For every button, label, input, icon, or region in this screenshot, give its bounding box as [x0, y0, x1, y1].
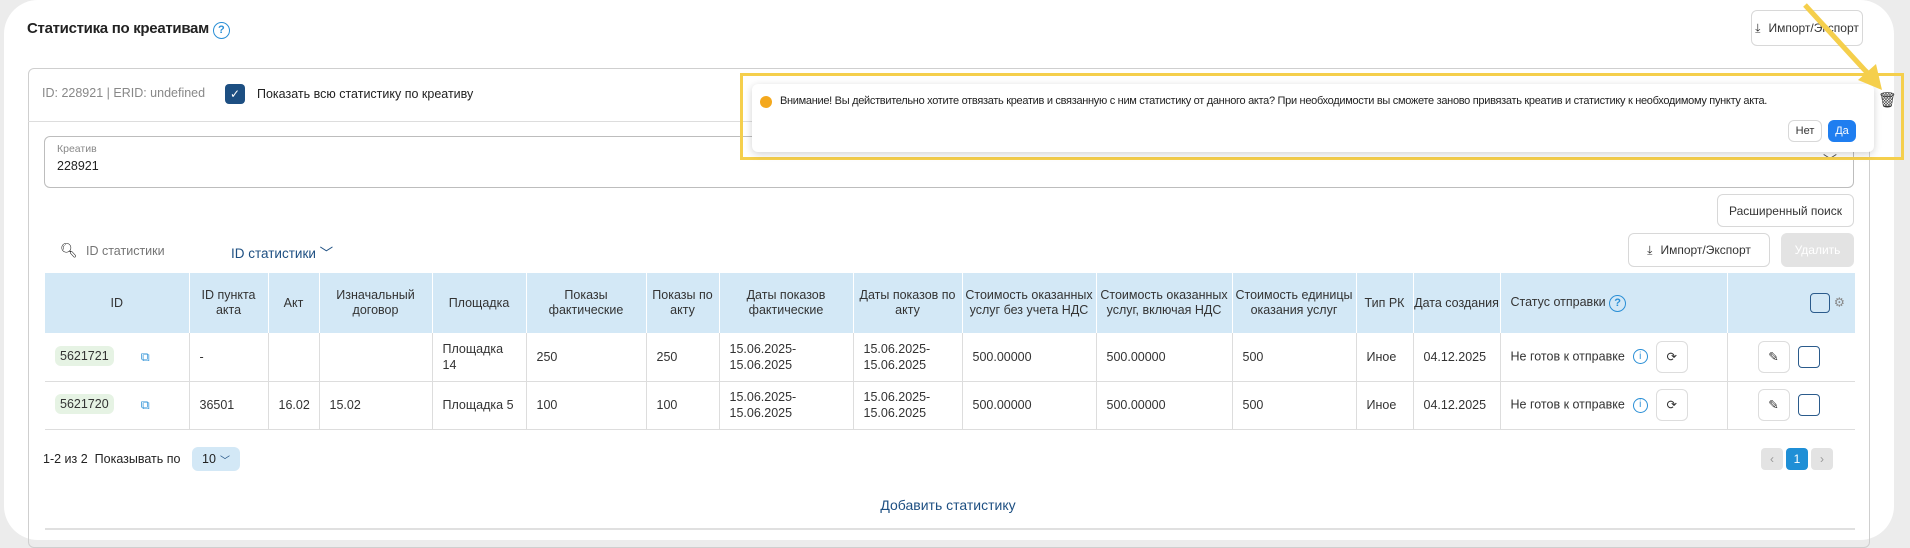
- send-status: Не готов к отправке: [1510, 397, 1625, 412]
- refresh-button[interactable]: ⟳: [1655, 340, 1688, 373]
- table-row: 5621720 ⧉ 36501 16.02 15.02 Площадка 5 100 100…: [45, 381, 1855, 430]
- per-page-select[interactable]: 10 ﹀: [192, 447, 240, 471]
- page-title: Статистика по креативам ?: [27, 20, 230, 39]
- search-icon: 🔍︎: [60, 242, 78, 258]
- cell-dates_act: 15.06.2025-15.06.2025: [863, 390, 931, 420]
- gear-icon[interactable]: ⚙: [1833, 295, 1845, 310]
- chevron-down-icon: ﹀: [219, 455, 230, 467]
- table-header: ID ID пункта акта Акт Изначальный договор Пл…: [45, 273, 1855, 333]
- edit-button[interactable]: ✎: [1757, 389, 1790, 421]
- cell-dates_fact: 15.06.2025-15.06.2025: [729, 390, 797, 420]
- no-button[interactable]: Нет: [1788, 120, 1822, 142]
- import-export-button-top[interactable]: ⤓ Импорт/Экспорт: [1751, 10, 1863, 46]
- info-icon[interactable]: i: [1632, 397, 1648, 413]
- stat-id: 5621720: [55, 394, 114, 415]
- info-icon[interactable]: i: [1632, 349, 1648, 365]
- send-status: Не готов к отправке: [1510, 349, 1625, 364]
- delete-button[interactable]: Удалить: [1781, 233, 1854, 267]
- cell-unit_cost: 500: [1242, 398, 1264, 412]
- cell-cost_no_vat: 500.00000: [972, 349, 1032, 364]
- yes-button[interactable]: Да: [1828, 120, 1856, 142]
- pointer-arrow-icon: [1803, 3, 1882, 90]
- statistics-table: ID ID пункта акта Акт Изначальный договор Пл…: [45, 273, 1855, 430]
- highlight-frame: [740, 73, 1904, 160]
- cell-created: 04.12.2025: [1423, 398, 1487, 412]
- divider: [45, 528, 1855, 530]
- confirm-popup: Внимание! Вы действительно хотите отвяза…: [752, 84, 1874, 152]
- cell-unit_cost: 500: [1242, 349, 1264, 364]
- chevron-down-icon: ﹀: [319, 246, 334, 261]
- help-icon[interactable]: ?: [212, 21, 230, 39]
- creative-meta: ID: 228921 | ERID: undefined: [42, 86, 206, 100]
- cell-dates_act: 15.06.2025-15.06.2025: [863, 341, 931, 372]
- search-field-dropdown[interactable]: ID статистики ﹀: [231, 246, 334, 261]
- row-checkbox[interactable]: [1797, 345, 1820, 368]
- cell-shows_fact: 100: [536, 398, 558, 412]
- cell-shows_act: 250: [656, 349, 678, 364]
- cell-dates_fact: 15.06.2025-15.06.2025: [729, 341, 797, 372]
- cell-point: -: [199, 349, 204, 364]
- download-icon: ⤓: [1755, 20, 1761, 35]
- download-icon: ⤓: [1647, 242, 1653, 257]
- cell-cost_vat: 500.00000: [1106, 349, 1166, 364]
- search-input[interactable]: [86, 240, 206, 262]
- pagination-range: 1-2 из 2 Показывать по: [43, 452, 181, 466]
- cell-shows_act: 100: [656, 398, 678, 412]
- copy-icon[interactable]: ⧉: [140, 349, 150, 364]
- cell-act: 16.02: [278, 398, 310, 412]
- select-all-checkbox[interactable]: [1810, 293, 1831, 313]
- edit-button[interactable]: ✎: [1757, 340, 1790, 373]
- prev-page-button[interactable]: ‹: [1761, 448, 1783, 470]
- cell-point: 36501: [199, 398, 235, 412]
- advanced-search-button[interactable]: Расширенный поиск: [1717, 194, 1854, 227]
- checkbox-checked[interactable]: ✓: [225, 84, 245, 104]
- page-button[interactable]: 1: [1786, 448, 1808, 470]
- stat-id: 5621721: [55, 346, 114, 367]
- row-checkbox[interactable]: [1797, 394, 1820, 416]
- cell-type: Иное: [1366, 349, 1397, 364]
- cell-contract: 15.02: [329, 398, 361, 412]
- table-row: 5621721 ⧉ - Площадка 14 250 250 15.06.2025-15…: [45, 333, 1855, 382]
- cell-shows_fact: 250: [536, 349, 558, 364]
- import-export-button[interactable]: ⤓ Импорт/Экспорт: [1628, 233, 1770, 267]
- show-all-toggle[interactable]: ✓ Показать всю статистику по креативу: [225, 84, 473, 104]
- cell-type: Иное: [1366, 398, 1397, 412]
- warning-icon: [760, 96, 772, 108]
- next-page-button[interactable]: ›: [1811, 448, 1833, 470]
- copy-icon[interactable]: ⧉: [140, 398, 150, 412]
- refresh-button[interactable]: ⟳: [1655, 389, 1688, 421]
- cell-cost_no_vat: 500.00000: [972, 398, 1032, 412]
- cell-site: Площадка 5: [442, 398, 514, 412]
- trash-icon[interactable]: 🗑︎: [1878, 92, 1898, 109]
- add-statistics-link[interactable]: Добавить статистику: [880, 497, 1016, 513]
- cell-created: 04.12.2025: [1423, 349, 1487, 364]
- help-icon[interactable]: ?: [1609, 294, 1627, 312]
- cell-site: Площадка 14: [442, 341, 504, 372]
- cell-cost_vat: 500.00000: [1106, 398, 1166, 412]
